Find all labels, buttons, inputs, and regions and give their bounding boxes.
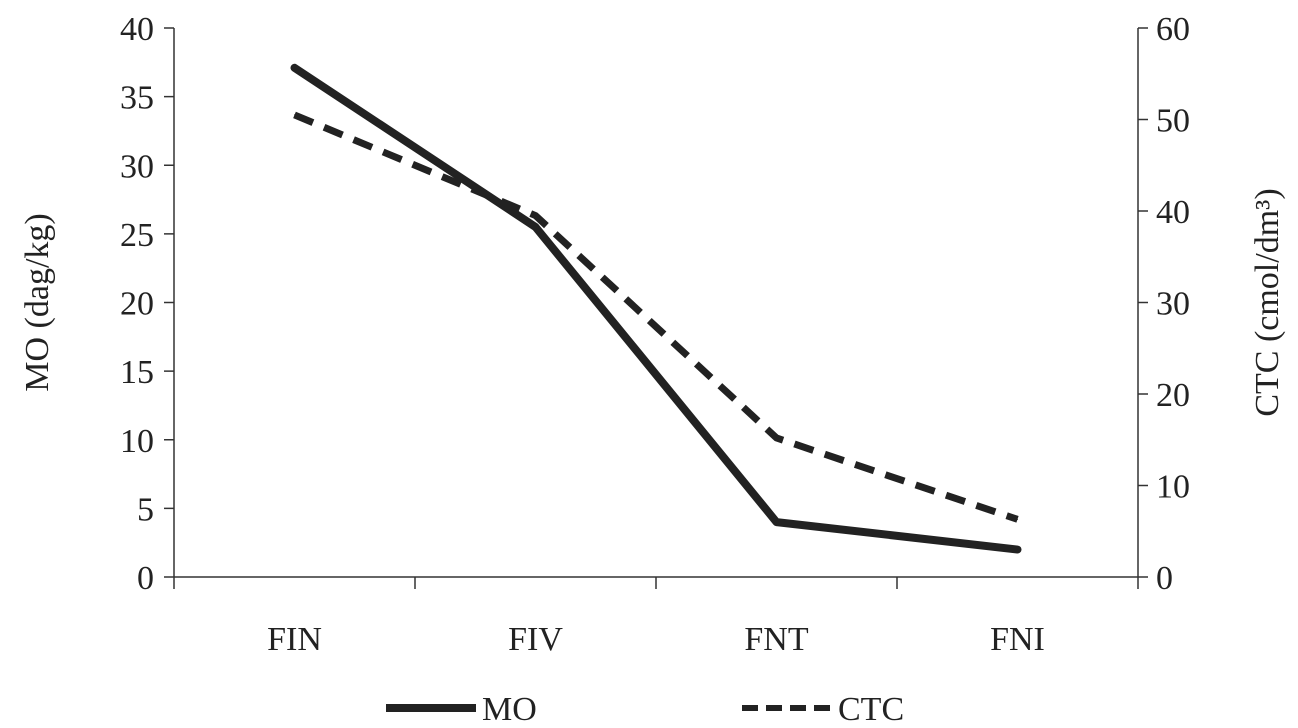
y-right-tick-label: 0 bbox=[1156, 560, 1173, 597]
legend-label-ctc: CTC bbox=[838, 691, 904, 728]
series-line-ctc bbox=[293, 111, 1019, 523]
data-point-ctc bbox=[1017, 518, 1018, 520]
y-left-tick-label: 25 bbox=[120, 217, 154, 254]
data-point-mo bbox=[294, 67, 295, 69]
y-left-tick-label: 30 bbox=[120, 148, 154, 185]
y-axis-right-title: CTC (cmol/dm³) bbox=[1249, 188, 1286, 416]
y-right-tick-label: 50 bbox=[1156, 103, 1190, 140]
data-point-mo bbox=[535, 226, 536, 228]
x-tick-label: FIV bbox=[508, 621, 563, 658]
series-line-mo bbox=[290, 63, 1022, 554]
y-left-tick-label: 20 bbox=[120, 286, 154, 323]
legend: MO CTC bbox=[386, 691, 904, 728]
y-left-tick-label: 15 bbox=[120, 354, 154, 391]
y-left-tick-label: 5 bbox=[137, 491, 154, 528]
series-group bbox=[290, 63, 1022, 554]
y-left-tick-label: 0 bbox=[137, 560, 154, 597]
data-point-mo bbox=[776, 521, 777, 523]
data-point-ctc bbox=[776, 437, 777, 439]
y-right-tick-label: 30 bbox=[1156, 286, 1190, 323]
x-tick-label: FNI bbox=[990, 621, 1045, 658]
y-left-tick-label: 35 bbox=[120, 80, 154, 117]
y-right-tick-label: 40 bbox=[1156, 194, 1190, 231]
legend-label-mo: MO bbox=[482, 691, 537, 728]
y-right-tick-label: 20 bbox=[1156, 377, 1190, 414]
y-left-tick-label: 40 bbox=[120, 11, 154, 48]
y-left-tick-label: 10 bbox=[120, 423, 154, 460]
axes bbox=[173, 28, 1139, 578]
data-point-ctc bbox=[294, 114, 295, 116]
y-right-tick-label: 10 bbox=[1156, 469, 1190, 506]
data-point-ctc bbox=[535, 215, 536, 217]
y-axis-left-title: MO (dag/kg) bbox=[19, 213, 56, 391]
y-right-tick-label: 60 bbox=[1156, 11, 1190, 48]
x-tick-label: FNT bbox=[744, 621, 808, 658]
x-tick-label: FIN bbox=[267, 621, 322, 658]
tick-group: 0 5 10 15 20 25 30 35 40 0 10 20 30 40 50 60 FIN FIV FNT FN… bbox=[120, 11, 1190, 658]
data-point-mo bbox=[1017, 549, 1018, 551]
